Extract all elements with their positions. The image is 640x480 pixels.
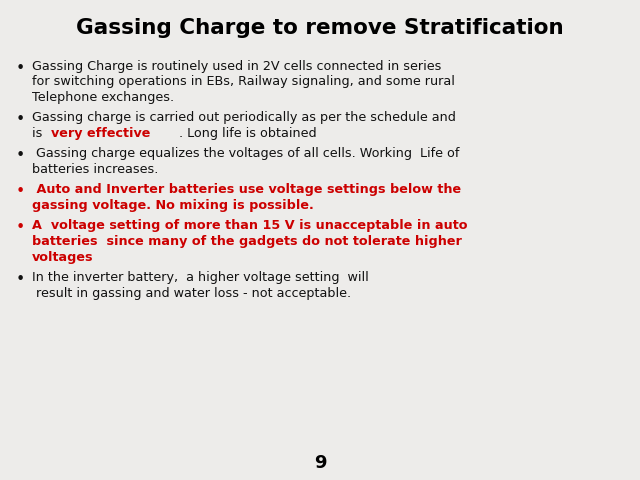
Text: Gassing Charge to remove Stratification: Gassing Charge to remove Stratification (76, 18, 564, 38)
Text: gassing voltage. No mixing is possible.: gassing voltage. No mixing is possible. (32, 199, 314, 212)
Text: Gassing Charge is routinely used in 2V cells connected in series: Gassing Charge is routinely used in 2V c… (32, 60, 442, 73)
Text: batteries increases.: batteries increases. (32, 163, 158, 176)
Text: •: • (15, 148, 24, 164)
Text: very effective: very effective (51, 127, 150, 140)
Text: batteries  since many of the gadgets do not tolerate higher: batteries since many of the gadgets do n… (32, 235, 462, 248)
Text: •: • (15, 272, 24, 287)
Text: Auto and Inverter batteries use voltage settings below the: Auto and Inverter batteries use voltage … (32, 183, 461, 196)
Text: In the inverter battery,  a higher voltage setting  will: In the inverter battery, a higher voltag… (32, 271, 369, 284)
Text: Gassing charge is carried out periodically as per the schedule and: Gassing charge is carried out periodical… (32, 111, 456, 124)
Text: •: • (15, 184, 24, 200)
Text: 9: 9 (314, 454, 326, 472)
Text: is: is (32, 127, 46, 140)
Text: result in gassing and water loss - not acceptable.: result in gassing and water loss - not a… (32, 287, 351, 300)
Text: for switching operations in EBs, Railway signaling, and some rural: for switching operations in EBs, Railway… (32, 75, 455, 88)
Text: •: • (15, 112, 24, 128)
Text: •: • (15, 220, 24, 236)
Text: Gassing charge equalizes the voltages of all cells. Working  Life of: Gassing charge equalizes the voltages of… (32, 147, 460, 160)
Text: voltages: voltages (32, 251, 93, 264)
Text: A  voltage setting of more than 15 V is unacceptable in auto: A voltage setting of more than 15 V is u… (32, 219, 467, 232)
Text: •: • (15, 61, 24, 76)
Text: Telephone exchanges.: Telephone exchanges. (32, 91, 174, 104)
Text: . Long life is obtained: . Long life is obtained (179, 127, 316, 140)
